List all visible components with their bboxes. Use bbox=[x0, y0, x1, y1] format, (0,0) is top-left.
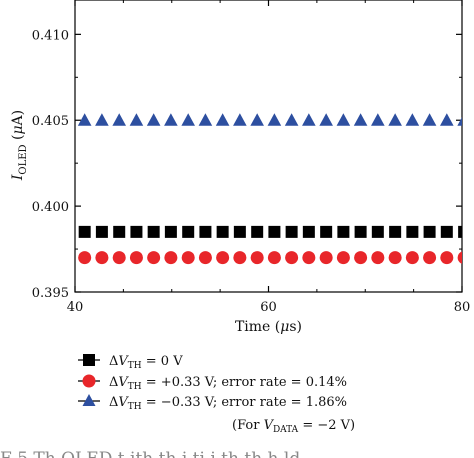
data-point-triangle bbox=[233, 113, 247, 126]
data-point-square bbox=[233, 225, 246, 238]
data-point-square bbox=[130, 225, 143, 238]
legend-item-0: ΔVTH = 0 V bbox=[78, 354, 183, 371]
data-point-circle bbox=[319, 251, 333, 265]
legend-label-1: ΔVTH = +0.33 V; error rate = 0.14% bbox=[109, 375, 347, 392]
data-point-triangle bbox=[353, 113, 368, 126]
data-point-square bbox=[164, 225, 177, 238]
data-point-square bbox=[320, 225, 333, 238]
data-point-triangle bbox=[198, 113, 213, 126]
data-point-square bbox=[78, 225, 91, 238]
data-point-circle bbox=[181, 251, 195, 265]
data-point-square bbox=[182, 225, 195, 238]
data-point-square bbox=[389, 225, 402, 238]
data-point-square bbox=[268, 225, 281, 238]
data-point-square bbox=[147, 225, 160, 238]
data-point-triangle bbox=[250, 113, 264, 126]
data-point-triangle bbox=[129, 113, 144, 126]
data-point-triangle bbox=[440, 113, 454, 126]
data-point-square bbox=[95, 225, 108, 238]
x-tick-label: 80 bbox=[454, 300, 471, 315]
data-point-square bbox=[302, 225, 315, 238]
data-point-square bbox=[113, 225, 126, 238]
data-point-circle bbox=[285, 251, 299, 265]
data-point-triangle bbox=[95, 113, 109, 126]
data-point-circle bbox=[267, 251, 281, 265]
data-point-triangle bbox=[146, 113, 161, 126]
data-point-circle bbox=[440, 251, 454, 265]
legend: ΔVTH = 0 V ΔVTH = +0.33 V; error rate = … bbox=[78, 354, 355, 435]
x-tick-label: 40 bbox=[67, 300, 84, 315]
data-point-circle bbox=[95, 251, 109, 265]
data-point-square bbox=[406, 225, 419, 238]
series-delta-vth-minus-033 bbox=[77, 113, 462, 126]
y-tick-label: 0.400 bbox=[32, 200, 69, 215]
data-point-square bbox=[354, 225, 367, 238]
data-point-circle bbox=[78, 251, 92, 265]
plot-area-frame bbox=[74, 0, 463, 293]
data-point-triangle bbox=[77, 113, 92, 126]
data-point-circle bbox=[388, 251, 402, 265]
data-point-triangle bbox=[405, 113, 420, 126]
x-axis-ticks: 40 60 80 bbox=[67, 0, 471, 315]
series-delta-vth-0 bbox=[78, 225, 462, 238]
data-point-circle bbox=[147, 251, 161, 265]
data-point-square bbox=[423, 225, 436, 238]
data-point-square bbox=[285, 225, 298, 238]
data-point-circle bbox=[112, 251, 126, 265]
y-axis-ticks: 0.395 0.400 0.405 0.410 bbox=[32, 28, 462, 301]
y-tick-label: 0.410 bbox=[32, 28, 69, 43]
data-point-square bbox=[199, 225, 212, 238]
data-point-triangle bbox=[181, 113, 195, 126]
data-point-circle bbox=[302, 251, 316, 265]
figure-caption-fragment: F 5 Th OLED t ith th i ti i th th h ld bbox=[0, 449, 300, 458]
data-point-square bbox=[371, 225, 384, 238]
data-point-circle bbox=[216, 251, 230, 265]
data-point-circle bbox=[457, 251, 462, 264]
data-point-circle bbox=[250, 251, 264, 265]
x-axis-label: Time (μs) bbox=[235, 319, 302, 335]
data-point-circle bbox=[354, 251, 368, 265]
legend-item-1: ΔVTH = +0.33 V; error rate = 0.14% bbox=[78, 374, 347, 392]
data-point-triangle bbox=[371, 113, 385, 126]
data-point-circle bbox=[233, 251, 247, 265]
data-point-triangle bbox=[422, 113, 437, 126]
data-point-circle bbox=[129, 251, 143, 265]
data-point-square bbox=[251, 225, 264, 238]
data-point-triangle bbox=[112, 113, 127, 126]
data-point-circle bbox=[198, 251, 212, 265]
data-point-circle bbox=[371, 251, 385, 265]
data-point-square bbox=[458, 225, 462, 238]
y-axis-label: IOLED (μA) bbox=[10, 110, 29, 181]
data-point-circle bbox=[164, 251, 178, 265]
data-point-circle bbox=[405, 251, 419, 265]
x-tick-label: 60 bbox=[260, 300, 277, 315]
data-point-triangle bbox=[336, 113, 351, 126]
legend-marker-square-icon bbox=[83, 354, 95, 366]
data-point-triangle bbox=[215, 113, 230, 126]
data-point-circle bbox=[336, 251, 350, 265]
data-point-circle bbox=[423, 251, 437, 265]
data-point-triangle bbox=[164, 113, 178, 126]
data-point-triangle bbox=[302, 113, 316, 126]
series-delta-vth-plus-033 bbox=[78, 251, 462, 265]
legend-item-2: ΔVTH = −0.33 V; error rate = 1.86% bbox=[78, 394, 347, 412]
y-tick-label: 0.395 bbox=[32, 286, 69, 301]
data-point-square bbox=[337, 225, 350, 238]
data-point-triangle bbox=[319, 113, 333, 126]
data-point-triangle bbox=[284, 113, 299, 126]
legend-marker-circle-icon bbox=[82, 374, 96, 388]
data-point-square bbox=[440, 225, 453, 238]
data-point-square bbox=[216, 225, 229, 238]
legend-label-0: ΔVTH = 0 V bbox=[109, 354, 183, 371]
data-point-triangle bbox=[267, 113, 282, 126]
legend-annotation: (For VDATA = −2 V) bbox=[232, 418, 355, 435]
legend-marker-triangle-icon bbox=[82, 394, 96, 406]
data-point-triangle bbox=[388, 113, 402, 126]
legend-label-2: ΔVTH = −0.33 V; error rate = 1.86% bbox=[109, 395, 347, 412]
data-point-triangle bbox=[457, 117, 462, 126]
y-tick-label: 0.405 bbox=[32, 114, 69, 129]
